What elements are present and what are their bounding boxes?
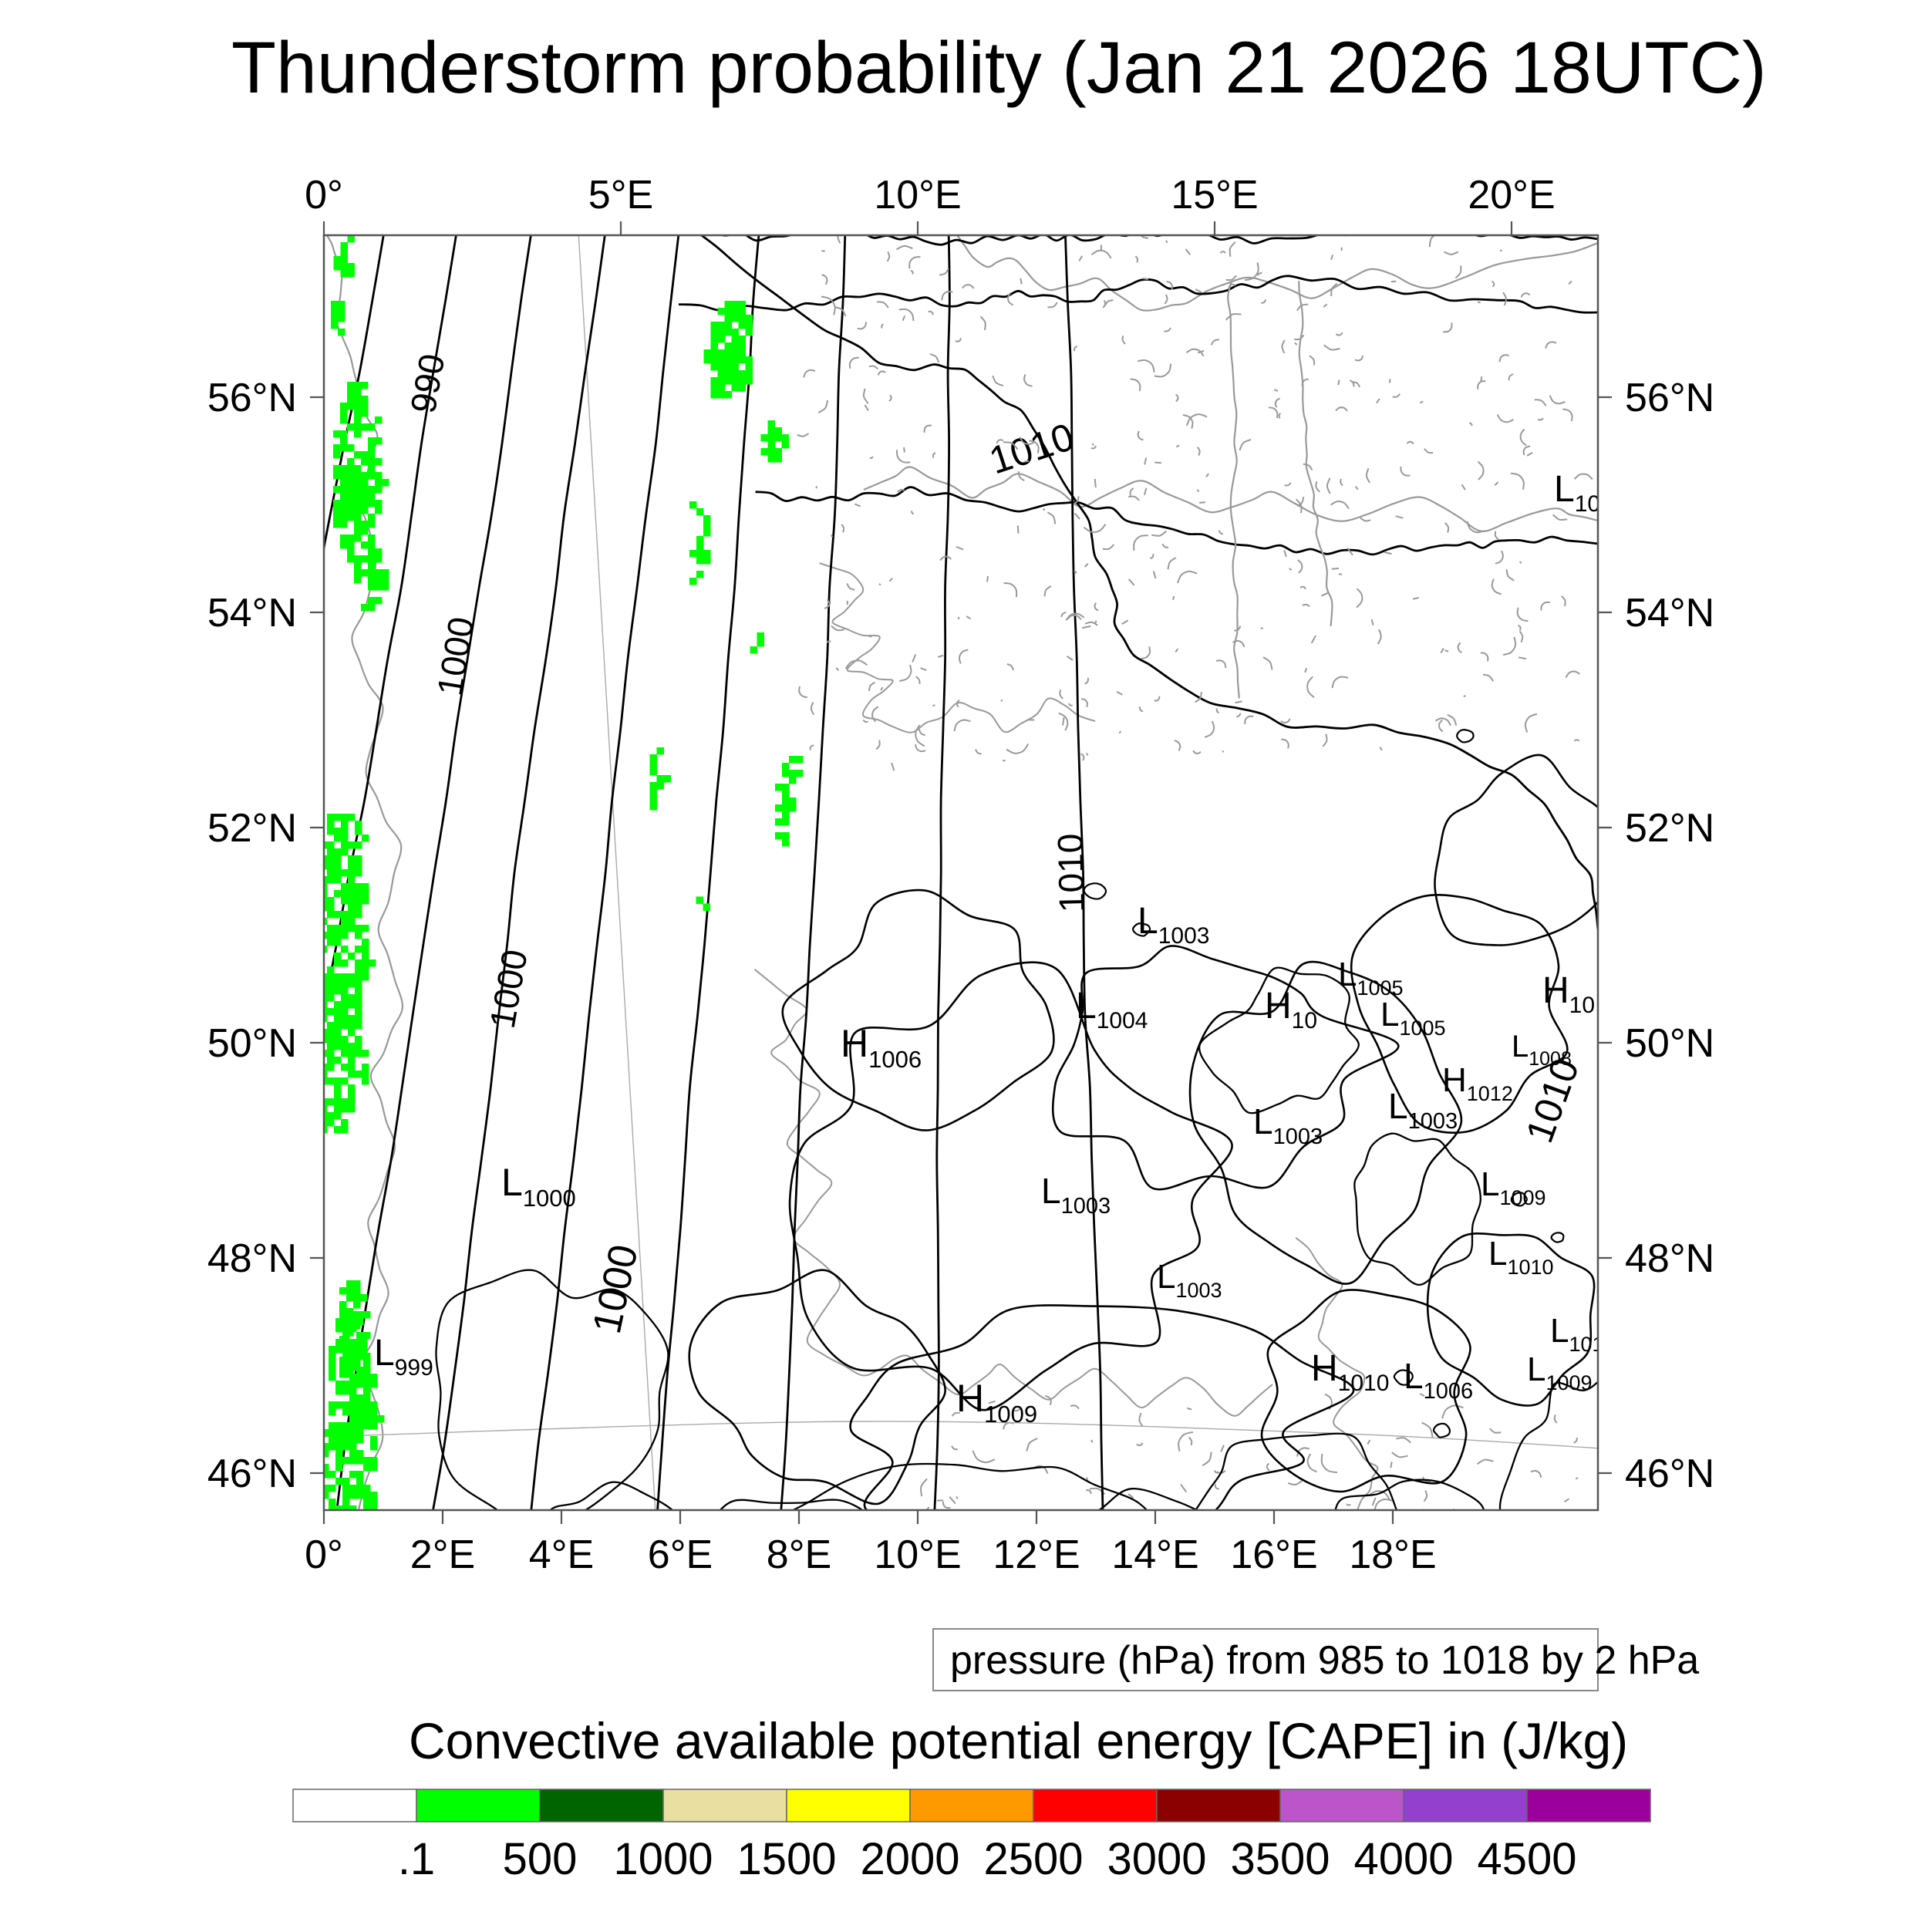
svg-text:4500: 4500 [1477,1834,1576,1884]
svg-text:0°: 0° [305,173,343,217]
svg-text:46°N: 46°N [1625,1452,1714,1496]
svg-text:50°N: 50°N [207,1021,297,1066]
svg-text:18°E: 18°E [1349,1532,1436,1577]
svg-text:52°N: 52°N [207,806,297,851]
svg-text:50°N: 50°N [1625,1021,1714,1066]
svg-text:1010: 1010 [1050,833,1091,913]
svg-text:2000: 2000 [860,1834,959,1884]
svg-text:52°N: 52°N [1625,806,1714,851]
svg-text:3500: 3500 [1230,1834,1330,1884]
svg-text:5°E: 5°E [588,173,653,217]
svg-text:10°E: 10°E [874,173,961,217]
svg-text:4°E: 4°E [529,1532,594,1577]
svg-text:48°N: 48°N [207,1236,297,1281]
svg-text:12°E: 12°E [993,1532,1080,1577]
svg-text:pressure (hPa) from 985 to 101: pressure (hPa) from 985 to 1018 by 2 hPa [950,1638,1699,1683]
svg-text:10°E: 10°E [874,1532,961,1577]
svg-text:.1: .1 [398,1834,435,1884]
svg-text:500: 500 [503,1834,578,1884]
svg-text:48°N: 48°N [1625,1236,1714,1281]
svg-text:20°E: 20°E [1468,173,1555,217]
svg-text:16°E: 16°E [1230,1532,1317,1577]
svg-text:3000: 3000 [1107,1834,1206,1884]
svg-text:56°N: 56°N [1625,376,1714,420]
svg-text:54°N: 54°N [1625,591,1714,636]
svg-text:2500: 2500 [983,1834,1083,1884]
svg-text:0°: 0° [305,1532,343,1577]
svg-text:Convective available potential: Convective available potential energy [C… [409,1712,1628,1769]
svg-text:4000: 4000 [1353,1834,1453,1884]
svg-text:54°N: 54°N [207,591,297,636]
svg-text:1000: 1000 [613,1834,713,1884]
svg-text:2°E: 2°E [410,1532,475,1577]
svg-text:8°E: 8°E [767,1532,831,1577]
svg-text:46°N: 46°N [207,1452,297,1496]
svg-text:6°E: 6°E [648,1532,713,1577]
svg-text:1500: 1500 [736,1834,836,1884]
svg-text:Thunderstorm probability (Jan: Thunderstorm probability (Jan 21 2026 18… [231,27,1767,109]
svg-text:56°N: 56°N [207,376,297,420]
svg-text:14°E: 14°E [1111,1532,1198,1577]
svg-text:15°E: 15°E [1171,173,1258,217]
